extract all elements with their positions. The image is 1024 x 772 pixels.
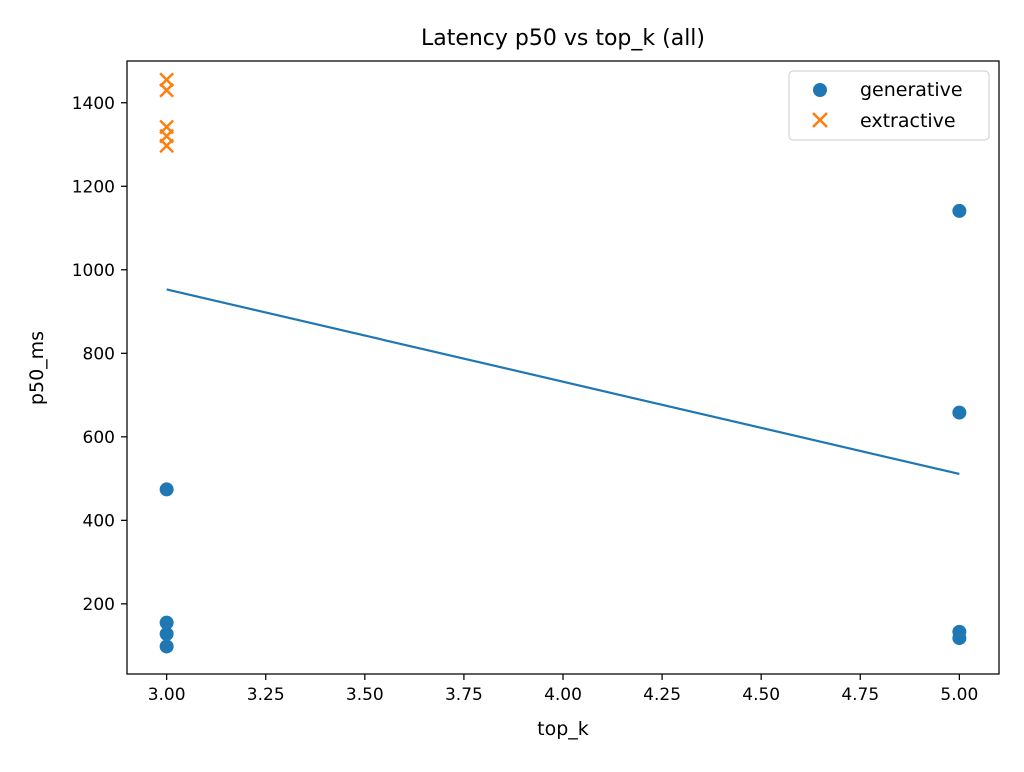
y-tick-label: 1200	[72, 177, 115, 197]
legend-label-extractive: extractive	[860, 110, 956, 132]
data-point-generative	[952, 405, 967, 420]
y-tick-label: 400	[83, 511, 115, 531]
x-tick-label: 3.75	[445, 685, 483, 705]
y-tick-label: 800	[83, 344, 115, 364]
data-point-generative	[159, 639, 174, 654]
legend-marker-extractive	[812, 112, 828, 128]
x-tick-label: 4.75	[841, 685, 879, 705]
y-axis-ticks: 200 400 600 800 1000 1200 1400	[72, 94, 127, 615]
legend-box	[788, 70, 990, 141]
data-point-generative	[952, 624, 967, 639]
x-tick-label: 3.50	[346, 685, 384, 705]
x-axis-label: top_k	[537, 718, 589, 740]
legend: generative extractive	[788, 70, 990, 141]
y-tick-label: 600	[83, 428, 115, 448]
x-tick-label: 3.25	[247, 685, 285, 705]
plot-area	[159, 72, 967, 654]
data-point-extractive	[159, 82, 175, 98]
y-tick-label: 1000	[72, 261, 115, 281]
x-tick-label: 4.25	[643, 685, 681, 705]
data-point-generative	[159, 482, 174, 497]
x-tick-label: 4.50	[742, 685, 780, 705]
data-point-generative	[159, 615, 174, 630]
legend-label-generative: generative	[860, 79, 963, 101]
trend-line	[166, 288, 960, 476]
legend-marker-generative	[813, 83, 827, 97]
y-axis-label: p50_ms	[26, 331, 48, 405]
data-point-generative	[159, 626, 174, 641]
chart-title: Latency p50 vs top_k (all)	[421, 26, 705, 51]
y-tick-label: 200	[83, 595, 115, 615]
x-tick-label: 4.00	[544, 685, 582, 705]
y-tick-label: 1400	[72, 94, 115, 114]
data-point-generative	[952, 203, 967, 218]
x-tick-label: 3.00	[148, 685, 186, 705]
x-axis-ticks: 3.00 3.25 3.50 3.75 4.00 4.25 4.50 4.75 5.00	[148, 674, 978, 705]
data-point-extractive	[159, 72, 175, 88]
data-point-extractive	[159, 119, 175, 135]
x-tick-label: 5.00	[940, 685, 978, 705]
